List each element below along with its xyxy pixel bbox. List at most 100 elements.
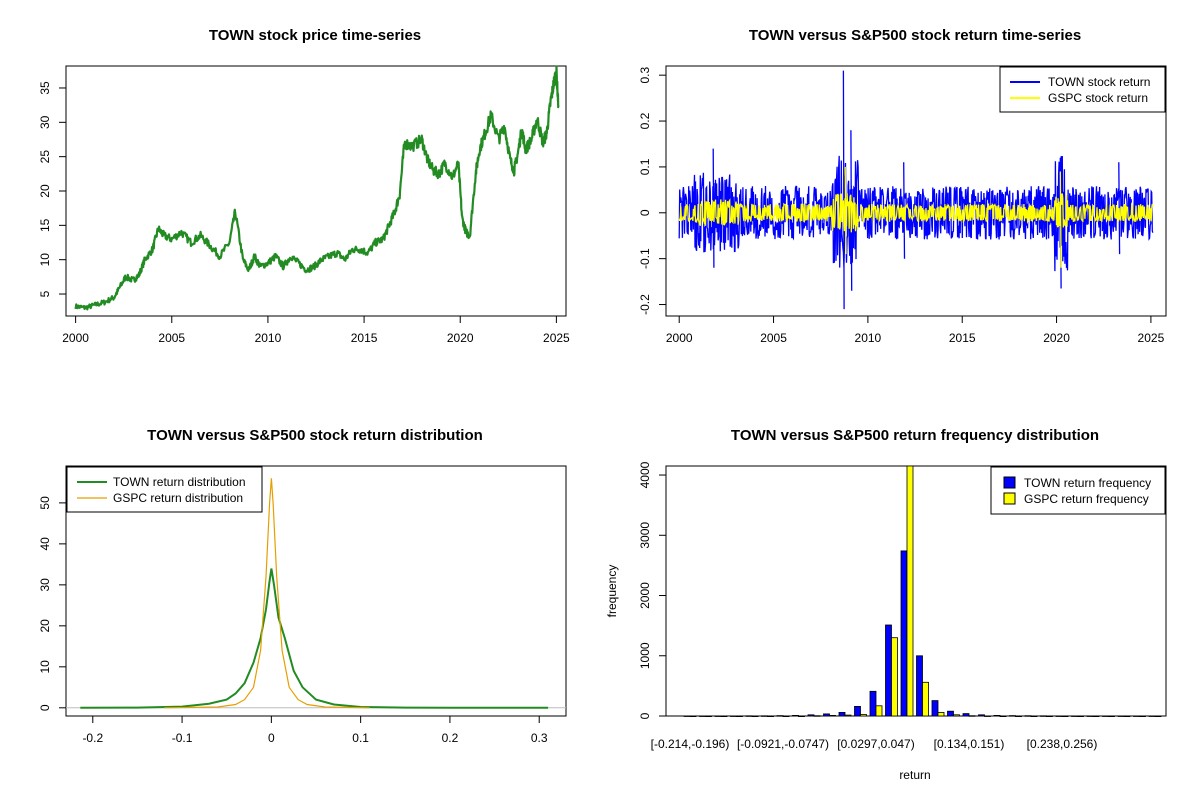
panel-frequency-distribution: TOWN versus S&P500 return frequency dist… xyxy=(605,427,1167,782)
gspc-freq-bar xyxy=(720,715,728,718)
panel3-axes: -0.2 -0.1 0 0.1 0.2 0.3 0 10 20 30 40 50 xyxy=(38,496,548,745)
town-freq-bar xyxy=(947,710,954,717)
chart1-x-tick-label: 2005 xyxy=(760,331,787,345)
town-freq-bar xyxy=(838,712,846,717)
town-freq-bar xyxy=(714,715,722,717)
chart0-x-tick-label: 2015 xyxy=(351,331,378,345)
town-freq-bar xyxy=(1009,715,1016,717)
chart2-x-tick-label: 0.3 xyxy=(531,731,548,745)
gspc-freq-bar xyxy=(767,715,774,718)
gspc-freq-bar xyxy=(1030,715,1038,718)
town-freq-bar xyxy=(1040,715,1047,717)
town-freq-bar xyxy=(962,713,970,717)
gspc-freq-bar xyxy=(937,712,945,717)
chart1-x-tick-label: 2015 xyxy=(949,331,976,345)
panel2-series xyxy=(678,70,1154,310)
panel4-legend: TOWN return frequency GSPC return freque… xyxy=(990,466,1166,515)
gspc-freq-bar xyxy=(829,715,836,717)
town-freq-bar xyxy=(1102,715,1109,717)
chart0-y-tick-label: 30 xyxy=(38,115,52,129)
chart0-x-tick-label: 2005 xyxy=(158,331,185,345)
gspc-freq-bar xyxy=(1077,715,1084,718)
chart3-x-tick-label: [0.0297,0.047) xyxy=(837,737,914,751)
chart1-x-tick-label: 2010 xyxy=(855,331,882,345)
gspc-freq-bar xyxy=(953,714,960,717)
chart0-y-tick-label: 35 xyxy=(38,81,52,95)
town-freq-bar xyxy=(1055,715,1063,717)
gspc-freq-bar xyxy=(1108,715,1115,718)
chart3-y-tick-label: 1000 xyxy=(638,642,652,669)
town-freq-bar xyxy=(745,715,753,717)
gspc-freq-bar xyxy=(813,715,821,717)
town-freq-bar xyxy=(807,714,815,717)
price-line xyxy=(74,65,560,311)
chart2-x-tick-label: 0 xyxy=(268,731,275,745)
chart3-y-tick-label: 2000 xyxy=(638,582,652,609)
town-freq-bar xyxy=(683,715,691,717)
town-freq-bar xyxy=(931,700,939,717)
gspc-density-curve xyxy=(164,478,370,709)
town-freq-bar xyxy=(761,715,768,717)
chart1-x-tick-label: 2020 xyxy=(1043,331,1070,345)
town-freq-bar xyxy=(869,690,877,717)
chart0-x-tick-label: 2020 xyxy=(447,331,474,345)
town-freq-bar xyxy=(1148,715,1156,717)
chart2-y-tick-label: 20 xyxy=(38,619,52,633)
panel3-legend: TOWN return distribution GSPC return dis… xyxy=(66,466,263,513)
panel3-legend-box xyxy=(66,466,263,513)
gspc-freq-bar xyxy=(999,715,1007,718)
chart2-y-tick-label: 50 xyxy=(38,496,52,510)
town-freq-bar xyxy=(699,715,706,717)
chart3-y-tick-label: 3000 xyxy=(638,522,652,549)
chart2-y-tick-label: 10 xyxy=(38,660,52,674)
chart0-x-tick-label: 2000 xyxy=(62,331,89,345)
panel2-axes: 2000 2005 2010 2015 2020 2025 -0.2 -0.1 0 0.1 0.2 0… xyxy=(638,67,1164,345)
legend-swatch-gspc-freq xyxy=(1003,492,1016,505)
gspc-freq-bar xyxy=(1061,715,1069,718)
panel3-title: TOWN versus S&P500 stock return distribu… xyxy=(147,427,483,444)
chart2-y-tick-label: 30 xyxy=(38,578,52,592)
town-freq-bar xyxy=(1133,715,1140,717)
gspc-freq-bar xyxy=(798,715,805,718)
gspc-freq-bar xyxy=(1092,715,1100,718)
panel2-title: TOWN versus S&P500 stock return time-ser… xyxy=(749,27,1081,44)
gspc-freq-bar xyxy=(844,714,852,717)
town-freq-bar xyxy=(823,713,830,717)
panel-price-timeseries: TOWN stock price time-series 2000 2005 201… xyxy=(38,27,570,345)
town-freq-bar xyxy=(993,715,1001,717)
legend-swatch-town-freq xyxy=(1003,476,1016,489)
legend-town-freq: TOWN return frequency xyxy=(1024,476,1151,490)
panel4-bars xyxy=(683,465,1162,718)
gspc-freq-bar xyxy=(1015,715,1022,718)
chart0-y-tick-label: 5 xyxy=(38,290,52,297)
panel4-xlabel: return xyxy=(899,768,930,782)
gspc-freq-bar xyxy=(860,714,867,717)
chart1-y-tick-label: 0.2 xyxy=(638,112,652,129)
chart0-y-tick-label: 20 xyxy=(38,184,52,198)
town-freq-bar xyxy=(916,655,923,717)
gspc-freq-bar xyxy=(984,715,991,717)
chart3-x-tick-label: [0.134,0.151) xyxy=(934,737,1005,751)
chart1-x-tick-label: 2025 xyxy=(1138,331,1165,345)
gspc-freq-bar xyxy=(922,681,929,717)
gspc-freq-bar xyxy=(705,715,712,718)
chart3-x-tick-label: [-0.214,-0.196) xyxy=(651,737,730,751)
gspc-freq-bar xyxy=(782,715,790,718)
panel2-legend-box xyxy=(999,66,1166,113)
chart1-y-tick-label: -0.1 xyxy=(638,248,652,269)
gspc-freq-bar xyxy=(1123,715,1131,718)
chart0-y-tick-label: 25 xyxy=(38,150,52,164)
chart1-y-tick-label: 0 xyxy=(638,209,652,216)
town-freq-bar xyxy=(854,706,861,717)
town-freq-bar xyxy=(900,550,908,717)
panel4-legend-box xyxy=(990,466,1166,515)
town-freq-bar xyxy=(978,714,985,717)
chart2-x-tick-label: -0.2 xyxy=(82,731,103,745)
legend-town-return: TOWN stock return xyxy=(1048,75,1150,89)
legend-gspc-return: GSPC stock return xyxy=(1048,91,1148,105)
town-freq-bar xyxy=(885,624,892,717)
chart3-x-tick-label: [0.238,0.256) xyxy=(1027,737,1098,751)
